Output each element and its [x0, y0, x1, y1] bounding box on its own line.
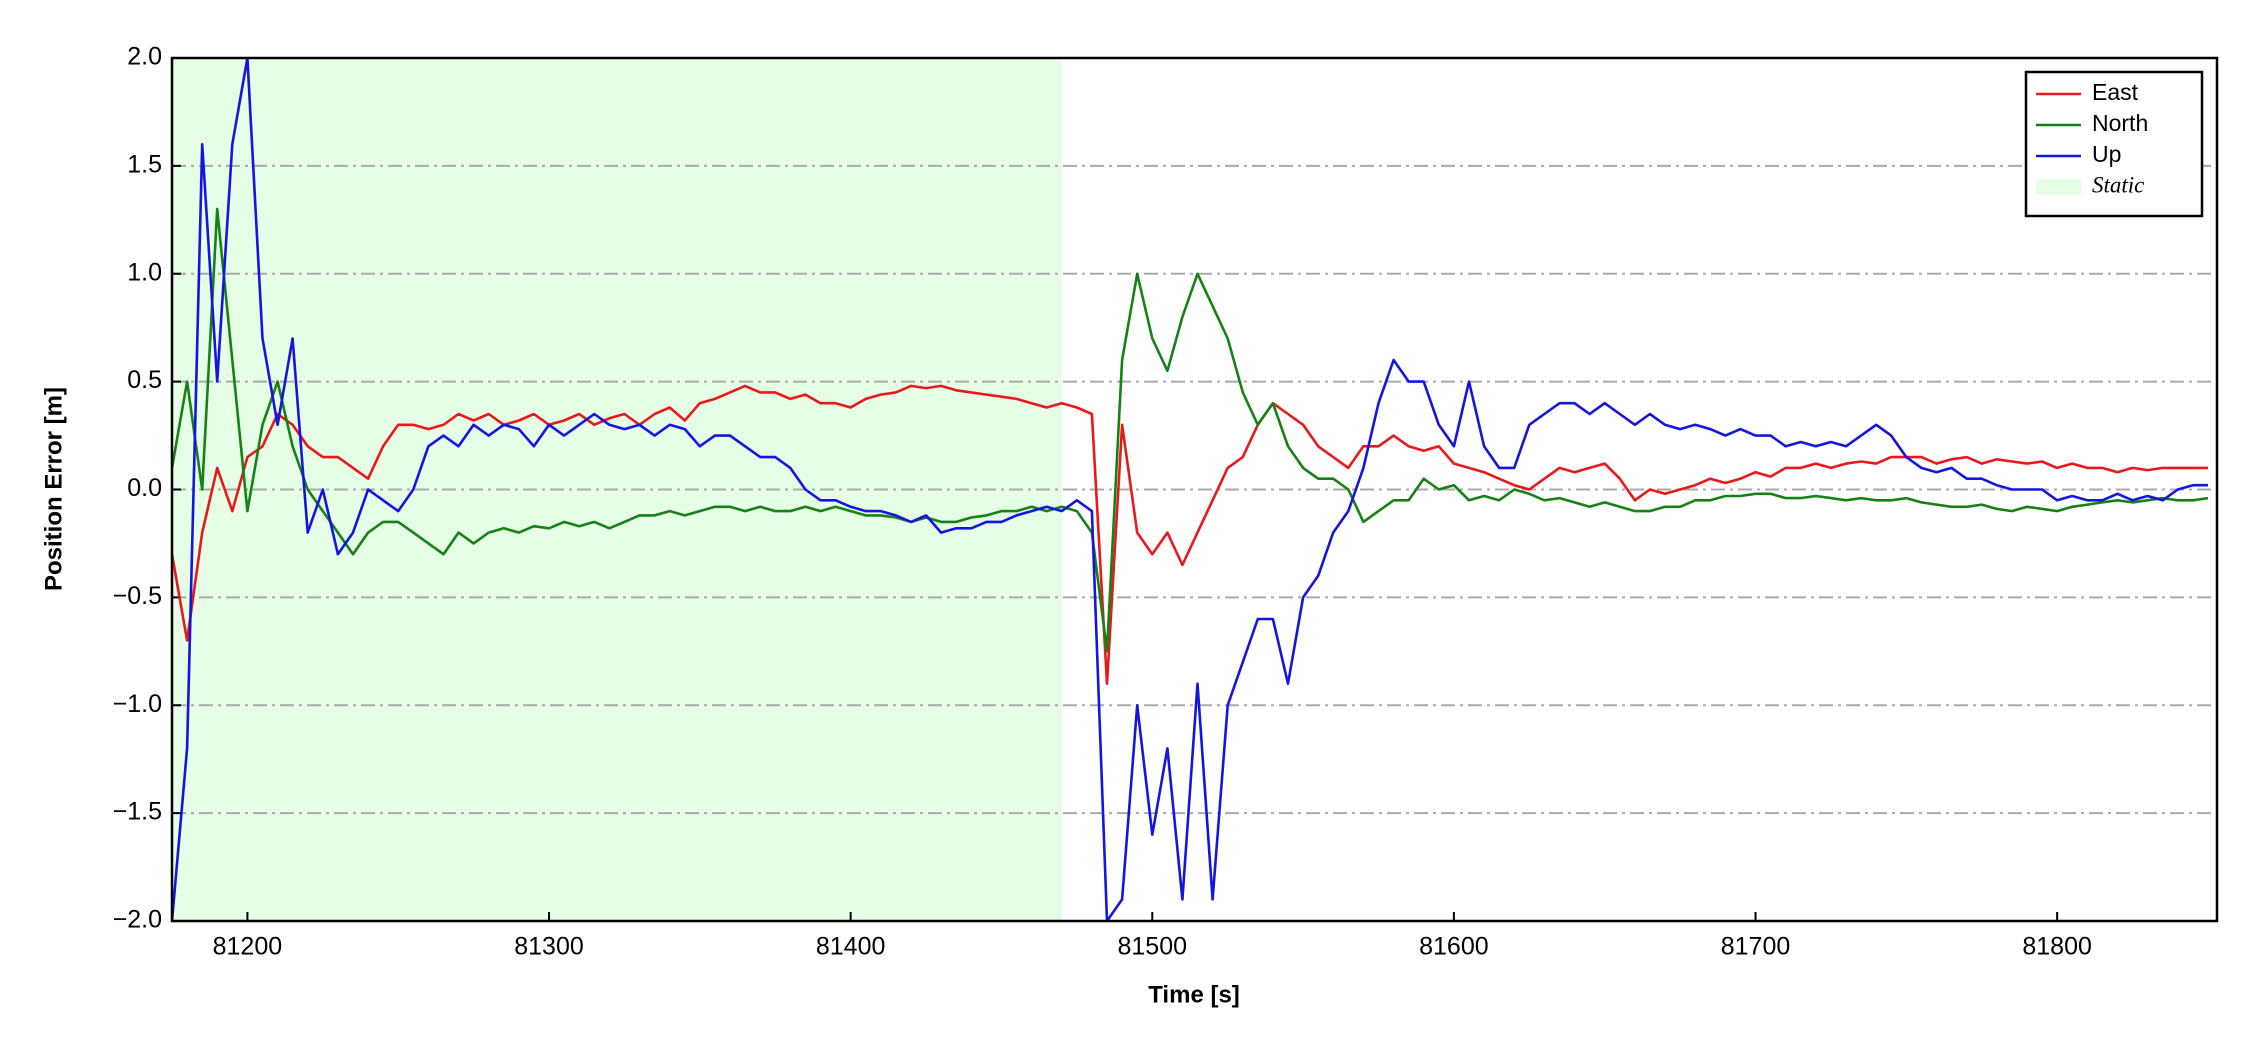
legend: East North Up Static — [2024, 70, 2204, 218]
x-tick-label: 81200 — [213, 933, 283, 961]
legend-label: Up — [2092, 141, 2121, 167]
y-tick-label: 0.5 — [127, 366, 162, 394]
x-tick-label: 81400 — [816, 933, 886, 961]
legend-label: East — [2092, 79, 2139, 105]
series-line — [172, 207, 2209, 653]
series-line — [172, 58, 2208, 921]
y-axis-label: Position Error [m] — [40, 387, 67, 591]
y-tick-label: 2.0 — [127, 43, 162, 71]
y-tick-label: −1.5 — [113, 798, 162, 826]
y-tick-label: 1.0 — [127, 258, 162, 286]
x-axis-label: Time [s] — [1148, 981, 1240, 1008]
series-line — [172, 384, 2208, 685]
x-tick-label: 81500 — [1118, 933, 1188, 961]
x-tick-label: 81600 — [1419, 933, 1489, 961]
legend-label: North — [2092, 110, 2148, 136]
plot-frame — [170, 56, 2219, 923]
y-tick-label: −2.0 — [113, 906, 162, 934]
y-tick-label: −0.5 — [113, 582, 162, 610]
x-tick-label: 81300 — [514, 933, 584, 961]
y-tick-label: 1.5 — [127, 150, 162, 178]
x-tick-label: 81700 — [1721, 933, 1791, 961]
x-tick-label: 81800 — [2022, 933, 2092, 961]
legend-label: Static — [2092, 172, 2144, 197]
y-tick-label: −1.0 — [113, 690, 162, 718]
legend-swatch — [2036, 179, 2081, 195]
y-tick-label: 0.0 — [127, 474, 162, 502]
